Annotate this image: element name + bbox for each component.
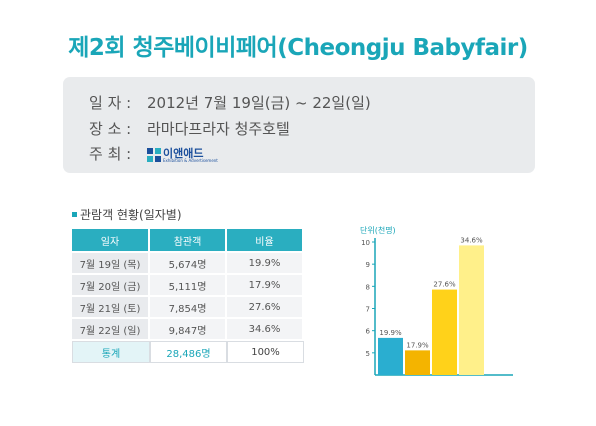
- header-visitors: 참관객: [150, 229, 227, 253]
- host-logo-mark-icon: [147, 148, 161, 162]
- info-date-row: 일 자 : 2012년 7월 19일(금) ~ 22일(일): [89, 92, 371, 113]
- table-row: 7월 22일 (일) 9,847명 34.6%: [72, 319, 304, 341]
- y-axis-unit-label: 단위(천명): [360, 225, 396, 235]
- bar-value-label: 17.9%: [406, 341, 429, 349]
- table-row: 7월 19일 (목) 5,674명 19.9%: [72, 253, 304, 275]
- bar-value-label: 34.6%: [460, 236, 483, 244]
- cell-visitors: 5,111명: [150, 275, 227, 297]
- visitor-stats-table: 일자 참관객 비율 7월 19일 (목) 5,674명 19.9% 7월 20일…: [72, 229, 304, 363]
- host-logo-name: 이앤애드: [163, 146, 204, 160]
- host-logo: 이앤애드 Exhibition & Advertisement: [147, 146, 218, 164]
- info-venue-label: 장 소 :: [89, 120, 132, 138]
- header-ratio: 비율: [227, 229, 304, 253]
- cell-ratio: 17.9%: [227, 275, 304, 297]
- y-tick-label: 10: [361, 239, 370, 247]
- info-host-label: 주 최 :: [89, 145, 132, 163]
- chart-bar: [459, 245, 484, 375]
- table-row: 7월 20일 (금) 5,111명 17.9%: [72, 275, 304, 297]
- cell-visitors: 5,674명: [150, 253, 227, 275]
- y-tick-label: 8: [366, 283, 370, 291]
- total-ratio: 100%: [227, 341, 304, 363]
- section-title: 관람객 현황(일자별): [72, 206, 182, 223]
- bar-value-label: 27.6%: [433, 281, 456, 289]
- header-date: 일자: [72, 229, 150, 253]
- cell-visitors: 7,854명: [150, 297, 227, 319]
- y-tick-label: 6: [366, 328, 371, 336]
- chart-bar: [432, 289, 457, 375]
- total-visitors: 28,486명: [150, 341, 227, 363]
- host-logo-subtitle: Exhibition & Advertisement: [163, 157, 218, 163]
- total-label: 통계: [72, 341, 150, 363]
- chart-bar: [405, 350, 430, 375]
- table-header-row: 일자 참관객 비율: [72, 229, 304, 253]
- y-tick-label: 9: [366, 261, 370, 269]
- section-title-text: 관람객 현황(일자별): [80, 208, 182, 222]
- cell-visitors: 9,847명: [150, 319, 227, 341]
- cell-ratio: 34.6%: [227, 319, 304, 341]
- cell-ratio: 27.6%: [227, 297, 304, 319]
- cell-date: 7월 22일 (일): [72, 319, 150, 341]
- info-date-label: 일 자 :: [89, 94, 132, 112]
- page-title: 제2회 청주베이비페어(Cheongju Babyfair): [68, 35, 528, 61]
- info-venue-value: 라마다프라자 청주호텔: [147, 120, 290, 138]
- event-info-box: 일 자 : 2012년 7월 19일(금) ~ 22일(일) 장 소 : 라마다프라…: [63, 77, 535, 173]
- visitor-bar-chart: 단위(천명) 5 6 7 8 9 10 19.9% 17.9% 27.6% 34.6%: [360, 225, 513, 376]
- y-tick-label: 7: [366, 306, 370, 314]
- info-host-row: 주 최 : 이앤애드 Exhibition & Advertisement: [89, 143, 218, 164]
- info-venue-row: 장 소 : 라마다프라자 청주호텔: [89, 118, 290, 139]
- info-date-value: 2012년 7월 19일(금) ~ 22일(일): [147, 94, 371, 112]
- bar-value-label: 19.9%: [379, 329, 402, 337]
- chart-bar: [378, 337, 403, 375]
- bullet-square-icon: [72, 212, 77, 217]
- y-tick-label: 5: [366, 350, 370, 358]
- cell-ratio: 19.9%: [227, 253, 304, 275]
- table-row: 7월 21일 (토) 7,854명 27.6%: [72, 297, 304, 319]
- cell-date: 7월 21일 (토): [72, 297, 150, 319]
- table-total-row: 통계 28,486명 100%: [72, 341, 304, 363]
- cell-date: 7월 20일 (금): [72, 275, 150, 297]
- cell-date: 7월 19일 (목): [72, 253, 150, 275]
